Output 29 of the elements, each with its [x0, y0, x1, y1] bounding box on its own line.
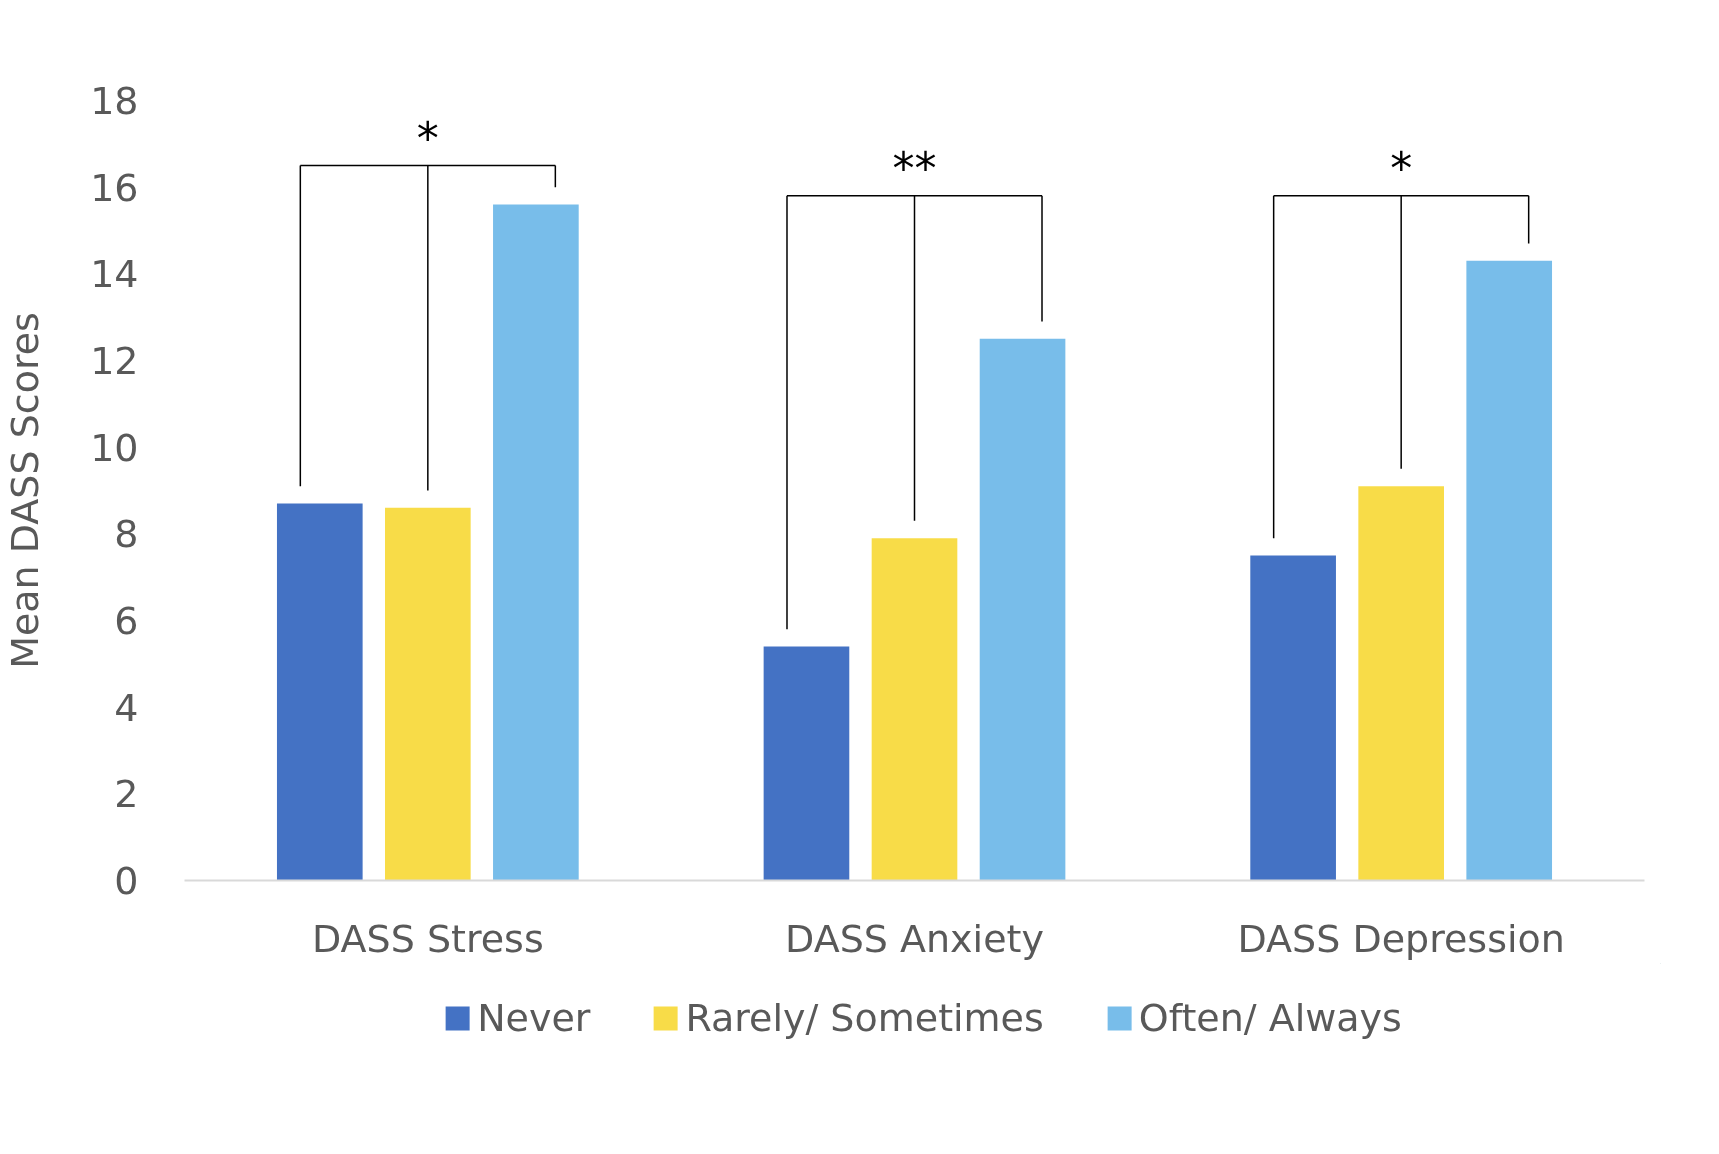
- y-tick-label: 6: [114, 599, 139, 643]
- x-tick-label: DASS Depression: [1237, 916, 1565, 961]
- y-tick-label: 16: [90, 165, 139, 210]
- bar: [763, 646, 850, 881]
- annotation: **: [892, 142, 937, 194]
- legend-label: Never: [477, 996, 591, 1040]
- legend-label: Rarely/ Sometimes: [685, 996, 1044, 1040]
- y-tick-label: 14: [90, 252, 139, 297]
- bar: [871, 538, 958, 881]
- x-tick-label: DASS Anxiety: [785, 916, 1044, 961]
- y-tick-label: 10: [90, 425, 139, 470]
- annotation: *: [1390, 142, 1413, 194]
- annotation: *: [416, 112, 439, 164]
- y-axis-title: Mean DASS Scores: [3, 312, 48, 669]
- bar: [1466, 260, 1553, 881]
- x-tick-label: DASS Stress: [311, 916, 544, 961]
- bar: [276, 503, 363, 881]
- y-tick-label: 2: [114, 772, 139, 817]
- bar: [493, 204, 579, 881]
- bar: [385, 507, 471, 881]
- y-tick-label: 18: [90, 79, 139, 123]
- y-tick-label: 4: [114, 685, 139, 730]
- bar: [1250, 555, 1336, 881]
- y-tick-label: 12: [90, 339, 139, 383]
- y-tick-label: 0: [114, 859, 139, 903]
- y-tick-label: 8: [114, 512, 139, 557]
- bar: [979, 338, 1066, 881]
- bar: [1358, 486, 1444, 881]
- legend-label: Often/ Always: [1138, 996, 1402, 1040]
